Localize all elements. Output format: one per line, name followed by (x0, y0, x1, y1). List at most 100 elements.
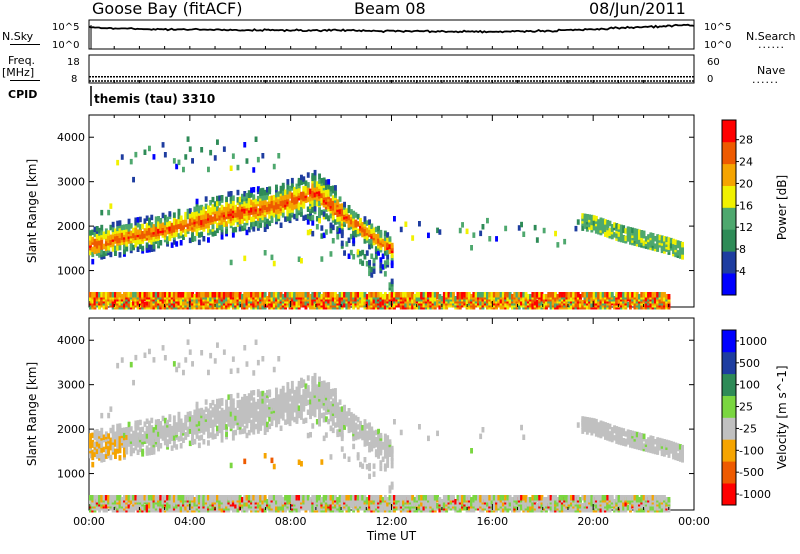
power-cell (642, 230, 646, 237)
power-cell (209, 229, 213, 235)
velocity-cell (359, 420, 362, 427)
power-cell (313, 179, 317, 186)
power-cell (311, 230, 315, 237)
power-cell (170, 222, 174, 229)
velocity-cell (213, 404, 217, 410)
velocity-cell (245, 432, 249, 439)
velocity-cell (222, 495, 226, 501)
velocity-cell (163, 417, 167, 424)
velocity-cell (300, 402, 303, 408)
power-cell (656, 234, 660, 240)
velocity-cell (306, 399, 310, 406)
power-cell (338, 203, 342, 210)
velocity-cell (89, 507, 92, 513)
power-cell (676, 240, 680, 246)
power-cell (669, 237, 673, 244)
power-cell (672, 248, 675, 254)
velocity-cell (340, 446, 344, 452)
power-cell (104, 300, 108, 306)
power-cell (188, 225, 192, 231)
velocity-cell (334, 405, 337, 411)
velocity-cell (220, 420, 224, 426)
velocity-cell (161, 507, 165, 513)
velocity-cell (238, 399, 242, 406)
power-cell (352, 302, 356, 308)
velocity-cell (213, 495, 217, 501)
power-cell (220, 304, 224, 310)
power-cell (168, 211, 172, 217)
power-cell (182, 234, 185, 240)
power-cell (259, 302, 263, 308)
velocity-cell (334, 388, 337, 394)
power-cell (100, 244, 104, 250)
power-cell (535, 300, 539, 306)
power-cell (89, 296, 92, 302)
power-cell (286, 179, 290, 185)
power-cell (372, 257, 376, 264)
velocity-cell (266, 397, 269, 403)
power-cell (334, 202, 337, 208)
power-cell (182, 292, 185, 298)
velocity-cell (211, 434, 215, 440)
velocity-cell (93, 434, 97, 440)
power-cell (347, 292, 351, 298)
power-cell (590, 292, 594, 298)
velocity-cell (345, 495, 349, 501)
velocity-cell (234, 495, 238, 501)
velocity-cell (270, 398, 274, 404)
velocity-cell (138, 419, 142, 426)
power-cell (256, 195, 260, 202)
velocity-cell (100, 427, 104, 434)
velocity-cell (261, 403, 265, 409)
power-cell (213, 292, 217, 298)
power-cell (554, 302, 557, 308)
velocity-cell (302, 403, 306, 410)
power-cell (266, 218, 269, 225)
velocity-cell (272, 505, 276, 511)
power-cell (359, 217, 362, 224)
power-cell (247, 214, 251, 221)
velocity-cell (236, 392, 240, 399)
velocity-cell (231, 403, 235, 409)
velocity-cell (216, 430, 219, 437)
velocity-cell (338, 406, 342, 413)
power-cell (272, 194, 276, 201)
power-cell (100, 249, 104, 255)
velocity-cell (324, 495, 328, 501)
power-cell (109, 251, 113, 258)
velocity-cell (277, 495, 281, 501)
power-cell (490, 296, 494, 302)
power-cell (236, 197, 240, 203)
power-cell (313, 292, 317, 298)
power-cell (383, 250, 387, 256)
velocity-cell (177, 362, 181, 369)
velocity-cell (93, 495, 97, 501)
velocity-cell (311, 410, 315, 416)
power-cell (238, 208, 242, 215)
velocity-cell (329, 415, 333, 422)
power-cell (157, 228, 160, 234)
power-cell (438, 229, 442, 235)
velocity-cell (340, 495, 344, 501)
power-cell (254, 136, 258, 142)
power-cell (118, 244, 122, 251)
power-cell (159, 222, 163, 229)
power-cell (594, 215, 598, 222)
power-cell (166, 292, 169, 298)
power-cell (93, 226, 97, 233)
power-cell (150, 244, 154, 250)
velocity-cell (150, 425, 154, 431)
power-cell (418, 221, 421, 227)
power-cell (365, 300, 369, 306)
power-cell (114, 235, 117, 242)
velocity-cell (154, 424, 158, 430)
power-cell (256, 186, 260, 192)
velocity-cell (238, 416, 242, 423)
power-cell (100, 229, 104, 236)
velocity-cell (195, 401, 199, 408)
power-cell (152, 236, 156, 242)
power-cell (293, 292, 297, 298)
power-cell (311, 182, 315, 189)
power-cell (91, 258, 95, 265)
power-cell (200, 292, 204, 298)
